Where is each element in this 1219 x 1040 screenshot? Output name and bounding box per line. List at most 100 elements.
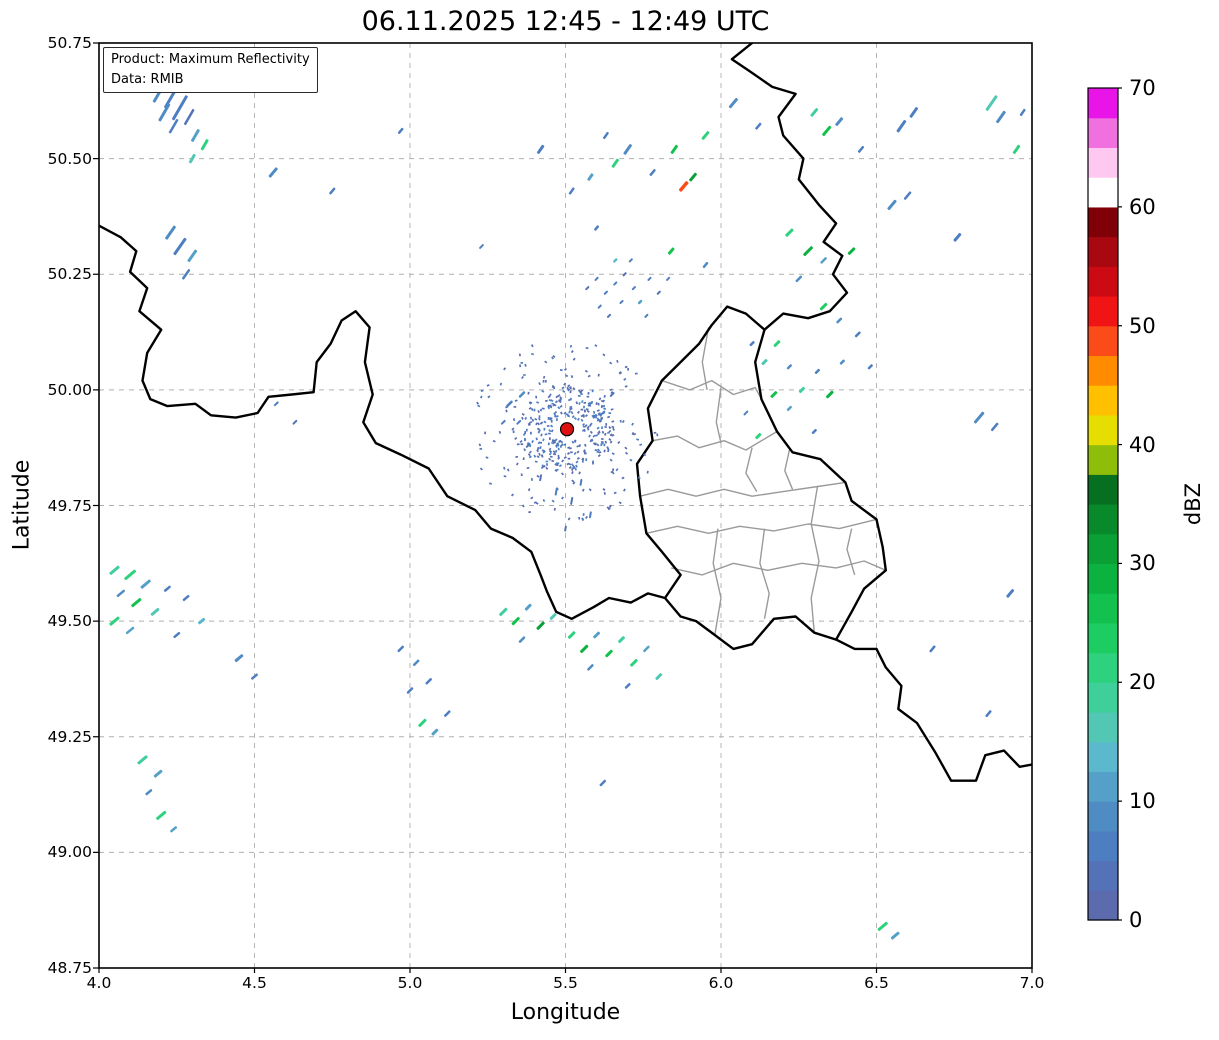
radar-echo (755, 432, 762, 440)
radar-echo (990, 422, 999, 432)
radar-echo (819, 302, 828, 311)
internal-border (712, 528, 722, 636)
radar-echo (506, 400, 513, 408)
colorbar-segment (1088, 296, 1118, 327)
radar-echo (536, 144, 545, 154)
radar-echo (587, 401, 594, 407)
product-annotation-box: Product: Maximum Reflectivity Data: RMIB (103, 47, 318, 93)
map-layer (99, 43, 1032, 940)
radar-echo (554, 487, 558, 496)
radar-echo (1019, 108, 1026, 117)
radar-echo (701, 131, 710, 140)
x-axis-label: Longitude (510, 1000, 621, 1025)
internal-border (810, 486, 820, 633)
colorbar-segment (1088, 414, 1118, 446)
radar-echo (887, 199, 897, 211)
radar-echo (839, 359, 845, 365)
radar-echo (116, 589, 126, 598)
clutter-ring (476, 344, 659, 522)
colorbar-segment (1088, 147, 1118, 178)
internal-border (652, 430, 778, 451)
radar-echo (903, 191, 912, 200)
radar-echo (618, 636, 625, 644)
grid-lines (99, 43, 1032, 968)
y-axis-label: Latitude (9, 459, 35, 551)
radar-echo (755, 122, 762, 130)
radar-echo (292, 419, 298, 425)
radar-echo (770, 391, 778, 398)
radar-echo (568, 187, 575, 195)
radar-echo (810, 108, 819, 117)
radar-echo (597, 304, 602, 309)
radar-echo (628, 258, 633, 263)
radar-echo (666, 276, 671, 281)
radar-echo (613, 258, 618, 263)
radar-echo (187, 249, 198, 263)
radar-echo (655, 673, 663, 681)
radar-echo (835, 117, 844, 126)
radar-echo (153, 769, 163, 778)
radar-echo (613, 281, 618, 286)
radar-echo (197, 617, 206, 625)
radar-echo (605, 649, 613, 658)
radar-echo (929, 645, 936, 653)
radar-echo (749, 341, 755, 347)
radar-echo (689, 172, 697, 182)
colorbar-segment (1088, 830, 1118, 862)
radar-echo (511, 616, 520, 626)
colorbar-segment (1088, 355, 1118, 386)
radar-echo (825, 390, 834, 399)
radar-echo (182, 269, 191, 280)
radar-echo (953, 232, 962, 242)
radar-echo (1006, 589, 1015, 598)
radar-echo (431, 728, 439, 736)
radar-echo (397, 645, 404, 653)
radar-echo (539, 474, 543, 482)
radar-echo (418, 718, 427, 728)
radar-echo (536, 621, 545, 630)
internal-border (784, 449, 794, 490)
radar-echo (500, 419, 506, 425)
radar-echo (165, 225, 176, 240)
radar-echo (173, 237, 187, 256)
radar-echo (609, 392, 615, 397)
radar-echo (479, 244, 484, 249)
internal-border (661, 379, 763, 400)
radar-echo (567, 631, 576, 639)
internal-border (759, 528, 770, 619)
colorbar-segment (1088, 593, 1118, 624)
colorbar-segment (1088, 117, 1118, 149)
radar-echo (585, 286, 590, 291)
radar-echo (619, 299, 624, 305)
radar-echo (137, 755, 148, 765)
radar-echo (158, 103, 171, 122)
radar-echo (168, 119, 179, 134)
radar-echo (580, 644, 589, 654)
internal-border (745, 447, 758, 492)
radar-echo (836, 317, 843, 324)
radar-echo (140, 579, 151, 589)
radar-echo (444, 710, 451, 717)
colorbar-segment (1088, 474, 1118, 505)
radar-echo (820, 257, 827, 264)
radar-echo (631, 286, 636, 291)
colorbar-label: dBZ (1181, 482, 1205, 526)
colorbar-segment (1088, 771, 1118, 802)
radar-echo (587, 173, 594, 181)
radar-echo (164, 88, 177, 109)
radar-echo (647, 276, 652, 281)
radar-echo (702, 261, 709, 269)
radar-echo (268, 167, 278, 178)
radar-echo (814, 368, 820, 374)
colorbar-segment (1088, 177, 1118, 208)
radar-echo (273, 401, 279, 407)
radar-echo (795, 275, 803, 283)
radar-echo (125, 626, 135, 635)
colorbar-segment (1088, 266, 1118, 297)
radar-echo (624, 682, 631, 689)
internal-border (639, 481, 846, 497)
colorbar-segment (1088, 860, 1118, 891)
radar-echo (190, 129, 200, 142)
